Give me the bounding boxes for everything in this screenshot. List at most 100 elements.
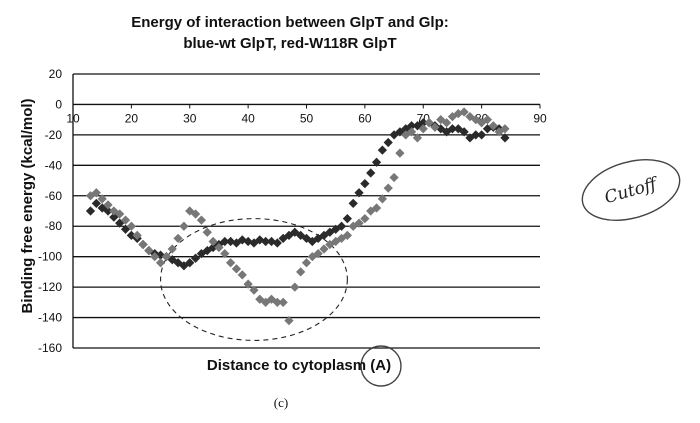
data-point (307, 252, 317, 262)
data-point (319, 230, 329, 240)
data-point (185, 206, 195, 216)
y-tick-label: -40 (45, 158, 63, 172)
data-point (301, 233, 312, 244)
data-point (471, 115, 481, 125)
data-point (354, 218, 364, 228)
data-point (477, 130, 487, 140)
data-point (284, 315, 294, 326)
data-point (109, 206, 119, 216)
data-point (249, 285, 259, 295)
data-point (109, 212, 119, 222)
data-point (196, 215, 207, 225)
data-point (371, 203, 382, 213)
data-point (313, 233, 323, 244)
data-point (97, 203, 107, 213)
data-point (231, 238, 242, 248)
data-point (406, 127, 417, 137)
data-point (418, 124, 428, 134)
chart-title: Energy of interaction between GlpT and G… (131, 14, 449, 31)
data-point (360, 178, 370, 189)
data-point (173, 233, 183, 244)
data-point (331, 236, 341, 247)
y-tick-label: -60 (45, 189, 63, 203)
data-point (313, 248, 323, 259)
data-point (348, 221, 358, 231)
data-point (441, 118, 452, 128)
data-point (336, 233, 347, 244)
data-point (255, 294, 265, 304)
data-point (500, 124, 510, 134)
data-point (348, 198, 358, 209)
data-point (412, 133, 423, 143)
data-point (477, 118, 487, 128)
data-point (91, 198, 101, 209)
y-tick-label: -80 (45, 219, 63, 233)
data-point (296, 230, 306, 240)
data-point (179, 261, 189, 271)
data-point (465, 133, 475, 143)
region-ellipse (160, 218, 348, 341)
data-point (91, 188, 101, 198)
data-point (325, 227, 335, 237)
y-tick-label: -100 (38, 250, 62, 264)
data-point (290, 282, 300, 292)
data-point (138, 239, 148, 250)
data-point (389, 172, 399, 183)
data-point (278, 233, 288, 244)
data-point (261, 297, 271, 307)
data-point (389, 130, 399, 140)
data-series (85, 107, 510, 326)
data-point (465, 111, 475, 122)
y-tick-label: 20 (49, 67, 63, 81)
chart-subtitle: blue-wt GlpT, red-W118R GlpT (183, 35, 396, 52)
data-point (237, 270, 247, 280)
data-point (196, 248, 207, 259)
data-point (354, 188, 364, 198)
y-tick-label: -160 (38, 341, 62, 355)
data-point (208, 236, 218, 247)
data-point (150, 252, 160, 262)
data-point (412, 121, 423, 131)
data-point (249, 238, 259, 248)
data-point (243, 279, 253, 289)
x-tick-labels: 102030405060708090 (66, 104, 547, 125)
y-axis-label: Binding free energy (kcal/mol) (19, 98, 36, 313)
data-point (296, 267, 306, 277)
data-point (331, 224, 341, 234)
data-point (482, 115, 493, 125)
data-point (161, 252, 172, 262)
data-point (225, 258, 236, 268)
data-point (401, 130, 411, 140)
x-tick-label: 30 (183, 111, 197, 125)
series-w118r (85, 107, 510, 326)
data-point (173, 258, 183, 268)
x-tick-label: 50 (300, 111, 314, 125)
data-point (336, 221, 347, 231)
data-point (190, 253, 201, 263)
data-point (272, 238, 282, 248)
data-point (488, 121, 498, 131)
data-point (325, 239, 335, 250)
note-circle (581, 159, 681, 221)
data-point (360, 213, 370, 224)
data-point (342, 213, 352, 224)
data-point (290, 227, 300, 237)
data-point (214, 242, 224, 253)
x-axis-label: Distance to cytoplasm (A) (207, 357, 391, 374)
y-tick-label: 0 (55, 97, 62, 111)
data-point (85, 191, 96, 201)
unit-circle (360, 345, 402, 387)
y-tick-label: -140 (38, 311, 62, 325)
data-point (266, 294, 277, 304)
data-point (319, 244, 329, 254)
data-point (126, 221, 136, 231)
data-point (383, 137, 393, 148)
data-point (144, 245, 154, 256)
data-point (278, 297, 288, 307)
data-point (500, 133, 510, 143)
data-point (103, 200, 113, 210)
data-point (307, 236, 317, 247)
data-point (459, 127, 469, 137)
handwritten-note: Cutoff (602, 173, 661, 208)
